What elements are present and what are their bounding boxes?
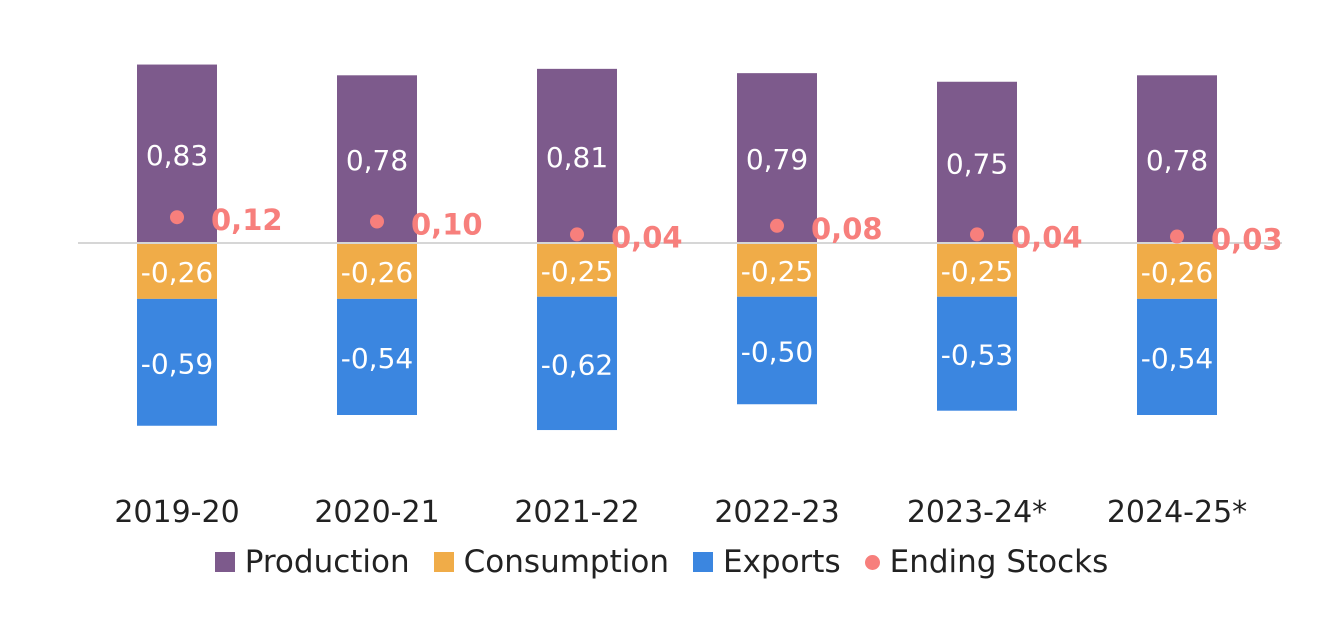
data-label-exports: -0,59 bbox=[141, 347, 213, 380]
point-ending-stocks bbox=[1170, 229, 1184, 244]
x-tick-label: 2019-20 bbox=[114, 495, 239, 530]
legend-item-exports: Exports bbox=[692, 544, 841, 580]
bar-consumption bbox=[737, 243, 817, 297]
data-label-consumption: -0,26 bbox=[141, 256, 213, 289]
bar-production bbox=[537, 68, 617, 243]
bar-exports bbox=[937, 296, 1017, 411]
data-label-ending-stocks: 0,08 bbox=[811, 212, 883, 246]
data-label-production: 0,78 bbox=[346, 144, 408, 177]
data-label-ending-stocks: 0,04 bbox=[1011, 220, 1083, 254]
point-ending-stocks bbox=[170, 210, 184, 225]
x-tick-label: 2020-21 bbox=[314, 495, 439, 530]
bar-production bbox=[937, 81, 1017, 243]
bar-consumption bbox=[137, 243, 217, 299]
bar-consumption bbox=[937, 243, 1017, 297]
points-layer: 0,12 0,10 0,04 0,08 0,04 0,03 bbox=[170, 203, 1283, 257]
legend-item-production: Production bbox=[214, 544, 410, 580]
data-label-exports: -0,62 bbox=[541, 348, 613, 381]
data-label-ending-stocks: 0,10 bbox=[411, 208, 483, 242]
legend-swatch-exports bbox=[692, 552, 713, 572]
data-label-exports: -0,50 bbox=[741, 336, 813, 369]
bar-exports bbox=[1137, 298, 1217, 415]
legend-label-consumption: Consumption bbox=[463, 544, 669, 580]
data-label-production: 0,81 bbox=[546, 141, 608, 174]
bars-layer: 0,83 -0,26 -0,59 0,78 -0,26 -0,54 0,81 -0,25 -0,… bbox=[137, 64, 1217, 431]
data-label-ending-stocks: 0,04 bbox=[611, 220, 683, 254]
data-label-consumption: -0,26 bbox=[341, 256, 413, 289]
data-label-production: 0,78 bbox=[1146, 144, 1208, 177]
legend-label-exports: Exports bbox=[722, 544, 841, 580]
point-ending-stocks bbox=[970, 227, 984, 242]
data-label-consumption: -0,26 bbox=[1141, 256, 1213, 289]
legend-label-production: Production bbox=[244, 544, 410, 580]
data-label-production: 0,79 bbox=[746, 143, 808, 176]
point-ending-stocks bbox=[370, 214, 384, 229]
x-tick-label: 2021-22 bbox=[514, 495, 639, 530]
bar-production bbox=[737, 73, 817, 244]
data-label-production: 0,75 bbox=[946, 147, 1008, 180]
data-label-exports: -0,54 bbox=[341, 342, 413, 375]
data-label-consumption: -0,25 bbox=[741, 255, 813, 288]
bar-consumption bbox=[1137, 243, 1217, 299]
bar-exports bbox=[537, 296, 617, 431]
bar-consumption bbox=[337, 243, 417, 299]
data-label-ending-stocks: 0,03 bbox=[1211, 223, 1283, 257]
data-label-exports: -0,53 bbox=[941, 339, 1013, 372]
x-tick-label: 2022-23 bbox=[714, 495, 839, 530]
bar-consumption bbox=[537, 243, 617, 297]
legend-swatch-ending-stocks bbox=[864, 554, 880, 570]
x-axis-labels: 2019-20 2020-21 2021-22 2022-23 2023-24* 2024… bbox=[114, 495, 1247, 530]
point-ending-stocks bbox=[570, 227, 584, 242]
bar-exports bbox=[137, 298, 217, 426]
legend-item-consumption: Consumption bbox=[433, 544, 669, 580]
legend-swatch-consumption bbox=[433, 552, 454, 572]
legend-label-ending-stocks: Ending Stocks bbox=[889, 544, 1109, 580]
bar-exports bbox=[337, 298, 417, 415]
chart: 0,83 -0,26 -0,59 0,78 -0,26 -0,54 0,81 -0,25 -0,… bbox=[78, 64, 1283, 530]
point-ending-stocks bbox=[770, 218, 784, 233]
x-tick-label: 2024-25* bbox=[1107, 495, 1247, 530]
x-tick-label: 2023-24* bbox=[907, 495, 1047, 530]
bar-production bbox=[1137, 75, 1217, 243]
legend-item-ending-stocks: Ending Stocks bbox=[864, 544, 1109, 580]
data-label-ending-stocks: 0,12 bbox=[211, 203, 283, 237]
data-label-exports: -0,54 bbox=[1141, 342, 1213, 375]
data-label-consumption: -0,25 bbox=[941, 255, 1013, 288]
legend: Production Consumption Exports Ending St… bbox=[0, 540, 1323, 584]
legend-swatch-production bbox=[214, 552, 235, 572]
data-label-consumption: -0,25 bbox=[541, 255, 613, 288]
data-label-production: 0,83 bbox=[146, 139, 208, 172]
bar-exports bbox=[737, 296, 817, 405]
